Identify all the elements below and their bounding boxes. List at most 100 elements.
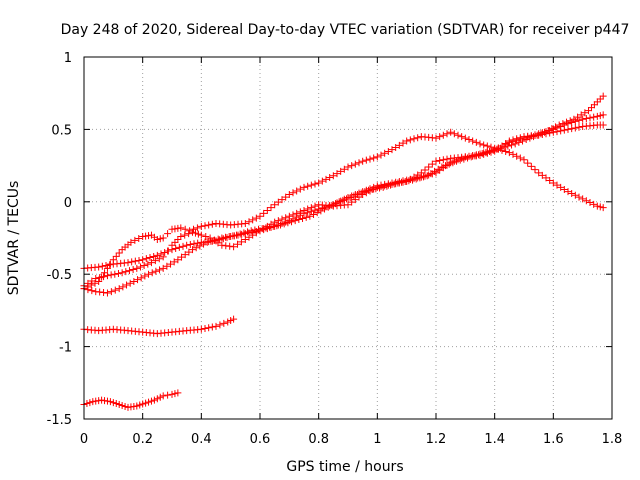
data-point [577, 111, 585, 119]
data-point [296, 185, 304, 193]
data-point [560, 185, 568, 193]
series-sat1 [80, 128, 607, 293]
data-point [454, 131, 462, 139]
data-point [571, 117, 579, 125]
data-point [322, 175, 330, 183]
data-point [163, 262, 171, 270]
data-point [293, 187, 301, 195]
data-point [156, 235, 164, 243]
data-point [190, 225, 198, 233]
data-point [95, 277, 103, 285]
data-point [133, 402, 141, 410]
data-point [568, 125, 576, 133]
data-point [278, 196, 286, 204]
data-point [564, 188, 572, 196]
data-point [245, 218, 253, 226]
data-point [480, 150, 488, 158]
data-point [480, 141, 488, 149]
data-point [133, 264, 141, 272]
data-point [531, 166, 539, 174]
data-point [549, 179, 557, 187]
data-point [599, 121, 607, 129]
data-point [156, 266, 164, 274]
data-point [348, 192, 356, 200]
data-point [461, 134, 469, 142]
data-point [179, 242, 187, 250]
data-point [170, 258, 178, 266]
data-point [458, 133, 466, 141]
data-point [147, 397, 155, 405]
data-point [579, 195, 587, 203]
data-point [381, 182, 389, 190]
data-point [230, 232, 238, 240]
data-point [271, 201, 279, 209]
data-point [513, 135, 521, 143]
data-point [212, 322, 220, 330]
data-point [348, 162, 356, 170]
data-point [219, 235, 227, 243]
data-point [214, 239, 222, 247]
data-point [186, 227, 194, 235]
data-point [152, 267, 160, 275]
data-point [159, 392, 167, 400]
data-point [351, 196, 359, 204]
data-point [362, 156, 370, 164]
data-point [111, 286, 119, 294]
data-point [307, 181, 315, 189]
data-point [142, 399, 150, 407]
data-point [84, 279, 92, 287]
data-point [538, 130, 546, 138]
data-point [399, 139, 407, 147]
data-point [351, 160, 359, 168]
data-point [144, 260, 152, 268]
data-point [587, 104, 595, 112]
x-tick-label: 0.6 [250, 432, 271, 447]
data-point [428, 160, 436, 168]
data-point [177, 224, 185, 232]
data-point [263, 206, 271, 214]
data-point [293, 209, 301, 217]
data-point [403, 137, 411, 145]
data-point [315, 179, 323, 187]
data-point [304, 205, 312, 213]
chart-title: Day 248 of 2020, Sidereal Day-to-day VTE… [61, 22, 630, 38]
data-point [263, 222, 271, 230]
data-point [189, 246, 197, 254]
data-point [159, 253, 167, 261]
data-point [311, 180, 319, 188]
y-tick-label: 1 [64, 51, 72, 66]
data-point [340, 165, 348, 173]
data-point [373, 183, 381, 191]
data-point [300, 206, 308, 214]
data-point [575, 123, 583, 131]
data-point [96, 274, 104, 282]
data-point [306, 212, 314, 220]
data-point [318, 177, 326, 185]
data-point [289, 189, 297, 197]
data-point [131, 236, 139, 244]
data-point [428, 170, 436, 178]
plot-frame [83, 56, 613, 420]
data-point [111, 270, 119, 278]
data-point [300, 183, 308, 191]
data-point [282, 214, 290, 222]
data-point [582, 115, 590, 123]
data-point [498, 142, 506, 150]
y-axis-label: SDTVAR / TECUs [6, 181, 22, 296]
data-point [373, 153, 381, 161]
data-point [197, 325, 205, 333]
data-point [443, 155, 451, 163]
data-point [252, 214, 260, 222]
data-point [234, 231, 242, 239]
series-sat4 [80, 121, 607, 290]
data-point [344, 201, 352, 209]
data-point [590, 200, 598, 208]
x-tick-label: 1 [373, 432, 381, 447]
data-point [141, 272, 149, 280]
data-point [414, 134, 422, 142]
data-point [289, 211, 297, 219]
data-point [516, 134, 524, 142]
data-point [575, 193, 583, 201]
data-point [249, 231, 257, 239]
data-point [596, 203, 604, 211]
